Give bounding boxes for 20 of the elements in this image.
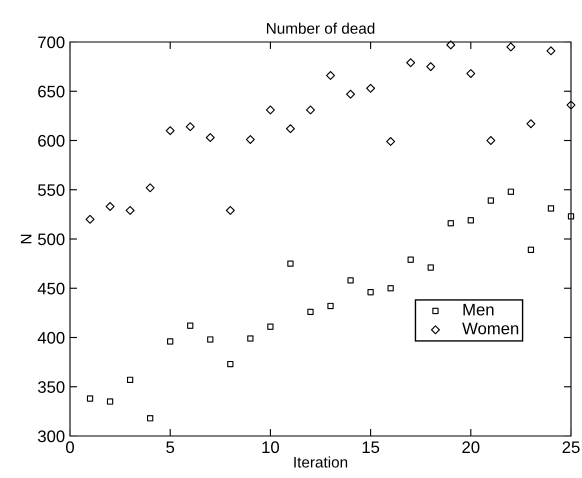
y-tick-label: 700 xyxy=(38,36,64,48)
x-tick-label: 25 xyxy=(562,441,580,454)
y-axis-title: N xyxy=(20,234,32,244)
x-tick-label: 15 xyxy=(362,441,380,454)
y-tick-label: 450 xyxy=(38,282,64,294)
y-tick-label: 400 xyxy=(38,332,64,344)
y-tick-label: 350 xyxy=(38,381,64,393)
legend-label: Men xyxy=(463,304,494,316)
chart-title: Number of dead xyxy=(266,22,374,34)
legend-label: Women xyxy=(462,322,518,334)
x-tick-label: 10 xyxy=(262,441,280,454)
x-tick-label: 20 xyxy=(462,441,480,454)
y-tick-label: 500 xyxy=(38,233,64,246)
y-tick-label: 650 xyxy=(38,86,64,98)
x-axis-title: Iteration xyxy=(294,456,348,468)
y-tick-label: 300 xyxy=(38,430,64,442)
y-tick-label: 550 xyxy=(38,184,64,196)
x-tick-label: 0 xyxy=(66,441,74,454)
y-tick-label: 600 xyxy=(38,134,64,147)
x-tick-label: 5 xyxy=(166,441,174,454)
